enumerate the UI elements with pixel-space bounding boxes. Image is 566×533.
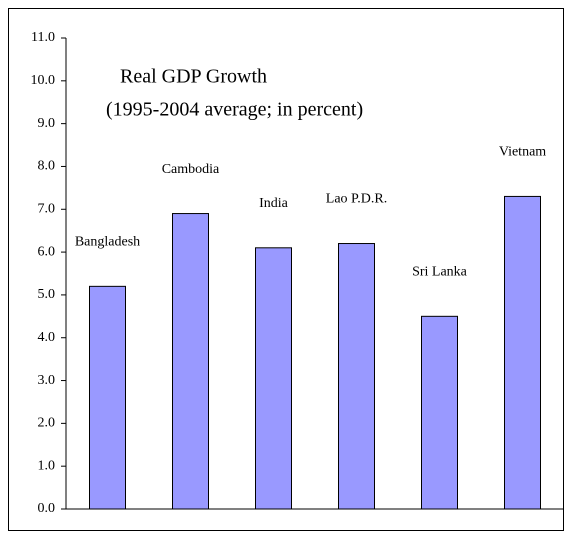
category-label: Cambodia [162, 162, 220, 177]
chart-title: Real GDP Growth [120, 66, 267, 88]
y-tick-label: 11.0 [31, 30, 55, 45]
y-tick-label: 3.0 [38, 373, 56, 388]
y-tick-label: 2.0 [38, 416, 56, 431]
y-tick-label: 6.0 [38, 244, 56, 259]
y-tick-label: 8.0 [38, 159, 56, 174]
bar [338, 243, 375, 510]
y-tick-label: 5.0 [38, 287, 56, 302]
bar [89, 285, 126, 510]
y-tick-label: 0.0 [38, 501, 56, 516]
bar [172, 213, 209, 510]
category-label: Vietnam [499, 145, 546, 160]
bar [255, 247, 292, 510]
bar [504, 195, 541, 510]
y-tick-label: 4.0 [38, 330, 56, 345]
y-tick-label: 7.0 [38, 201, 56, 216]
category-label: India [259, 196, 289, 211]
y-tick-label: 10.0 [31, 73, 56, 88]
frame [8, 8, 564, 531]
bar [421, 315, 458, 510]
category-label: Lao P.D.R. [326, 192, 387, 207]
category-label: Sri Lanka [412, 265, 468, 280]
y-tick-label: 1.0 [38, 458, 56, 473]
chart-subtitle: (1995-2004 average; in percent) [106, 99, 363, 121]
category-label: Bangladesh [75, 235, 140, 250]
y-tick-label: 9.0 [38, 116, 56, 131]
